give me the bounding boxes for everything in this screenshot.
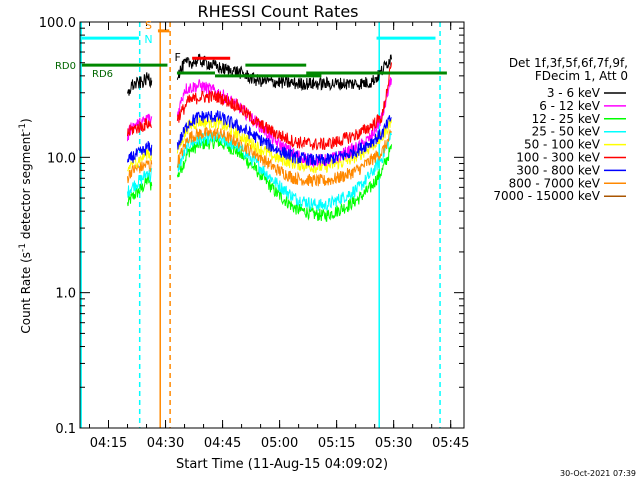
legend-label: 300 - 800 keV (516, 163, 600, 177)
flag-labels: RD0 RD6 SN F (55, 19, 181, 80)
x-tick-label: 04:30 (147, 436, 184, 451)
x-tick-label: 04:15 (90, 436, 127, 451)
x-tick-label: 05:30 (375, 436, 412, 451)
legend-label: 3 - 6 keV (547, 86, 601, 100)
series-line-6 (127, 62, 392, 151)
series-layer (127, 53, 392, 223)
chart-title: RHESSI Count Rates (198, 2, 359, 21)
y-tick-label: 0.1 (55, 422, 76, 437)
y-tick-label: 1.0 (55, 287, 76, 302)
y-axis-label-sup1: -1 (18, 243, 28, 252)
y-axis: 100.0 10.0 1.0 0.1 (39, 16, 464, 437)
legend-label: 800 - 7000 keV (509, 176, 601, 190)
x-axis-label: Start Time (11-Aug-15 04:09:02) (176, 457, 388, 472)
legend: Det 1f,3f,5f,6f,7f,9f, FDecim 1, Att 0 3… (493, 56, 628, 203)
plot-frame (79, 21, 465, 429)
flag-letter-s: S (145, 19, 152, 32)
flag-lines (81, 29, 447, 78)
legend-header-line-1: Det 1f,3f,5f,6f,7f,9f, (509, 56, 628, 70)
legend-label: 6 - 12 keV (539, 99, 601, 113)
generation-timestamp: 30-Oct-2021 07:39 (560, 469, 636, 478)
y-tick-label: 100.0 (39, 16, 76, 31)
y-axis-label-part2: detector segment (19, 132, 33, 243)
legend-header-line-2: FDecim 1, Att 0 (535, 69, 628, 83)
series-line-5 (127, 114, 392, 174)
flag-label-rd0: RD0 (55, 61, 76, 72)
y-axis-label: Count Rate (s-1 detector segment-1) (18, 118, 33, 333)
x-axis: 04:15 04:30 04:45 05:00 05:15 05:30 05:45 (89, 22, 469, 451)
x-tick-label: 05:00 (261, 436, 298, 451)
y-axis-label-sup2: -1 (18, 123, 28, 132)
x-tick-label: 04:45 (204, 436, 241, 451)
x-tick-label: 05:15 (318, 436, 355, 451)
legend-label: 100 - 300 keV (516, 151, 600, 165)
flag-letter-n: N (144, 33, 152, 46)
flag-letter-f: F (175, 51, 181, 64)
vertical-marker-lines (80, 22, 441, 428)
legend-label: 50 - 100 keV (524, 138, 601, 152)
x-tick-label: 05:45 (432, 436, 469, 451)
y-axis-label-part1: Count Rate (s (19, 252, 33, 334)
legend-label: 25 - 50 keV (532, 125, 601, 139)
y-axis-label-part3: ) (19, 118, 33, 123)
series-line-7 (127, 110, 392, 166)
flag-label-rd6: RD6 (92, 69, 113, 80)
series-line-8 (127, 126, 392, 187)
y-tick-label: 10.0 (47, 151, 76, 166)
series-line-1 (127, 53, 392, 96)
legend-label: 12 - 25 keV (532, 112, 601, 126)
legend-label: 7000 - 15000 keV (493, 189, 600, 203)
